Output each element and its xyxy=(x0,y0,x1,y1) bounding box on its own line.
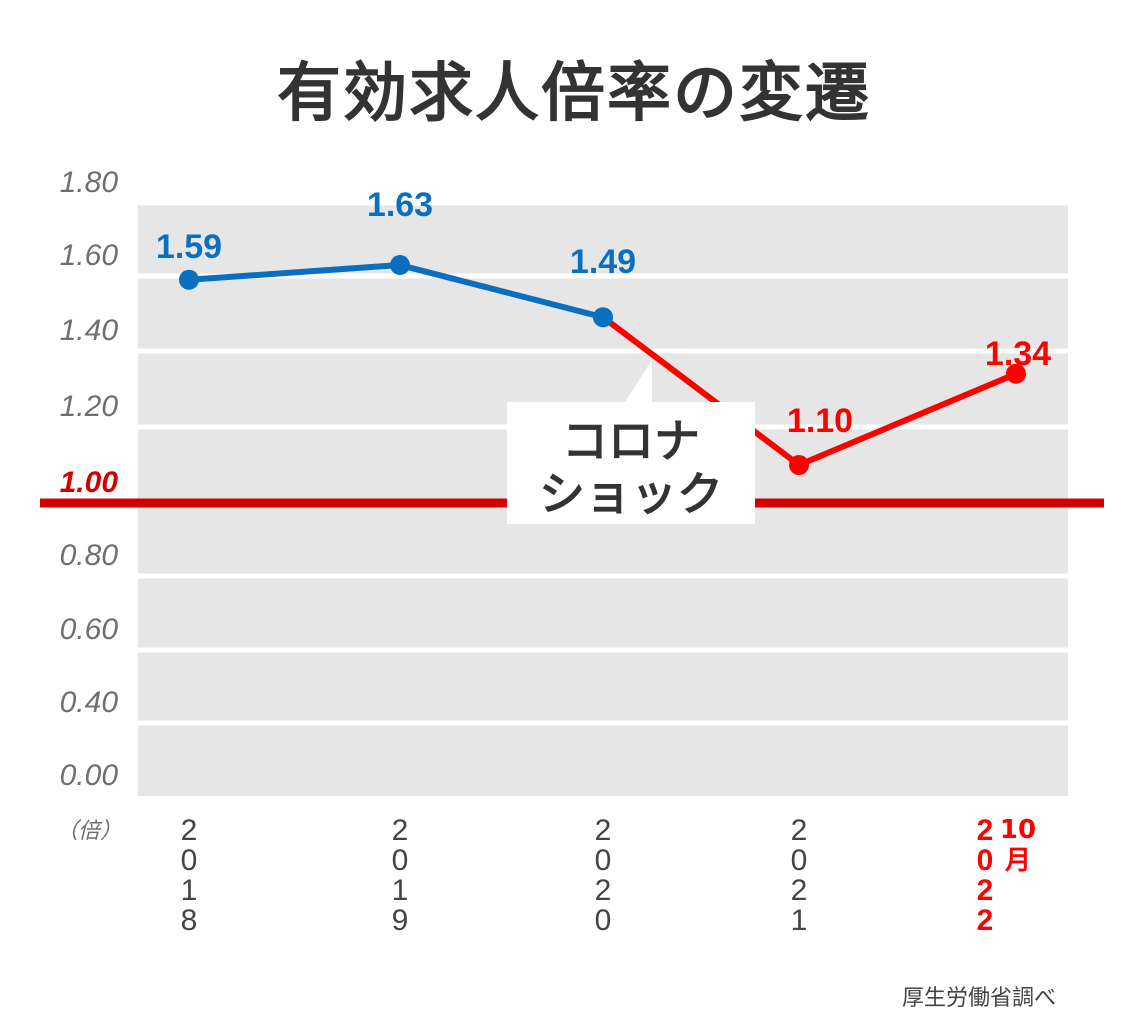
callout-box xyxy=(507,360,755,524)
gridline xyxy=(138,720,1068,726)
x-tick-digit: 0 xyxy=(977,844,994,877)
data-point xyxy=(1006,363,1026,384)
callout-line-2: ショック xyxy=(539,467,723,521)
gridline xyxy=(138,573,1068,579)
y-tick-label: 1.20 xyxy=(60,390,119,423)
data-label: 1.63 xyxy=(367,186,433,224)
data-series: 1.59 1.63 1.49 1.10 1.34 xyxy=(156,186,1051,475)
gridline xyxy=(138,647,1068,653)
x-tick-digit: 2 xyxy=(595,874,612,907)
x-tick-digit: 9 xyxy=(392,904,409,937)
x-tick-digit: 2 xyxy=(595,814,612,847)
x-tick-month-number: 10 xyxy=(1000,815,1036,845)
y-axis-unit: （倍） xyxy=(56,819,122,844)
x-tick-digit: 1 xyxy=(791,904,808,937)
y-tick-label: 1.80 xyxy=(60,166,119,199)
x-tick-digit: 8 xyxy=(181,904,198,937)
data-label: 1.34 xyxy=(985,335,1051,373)
x-tick-digit: 2 xyxy=(977,814,994,847)
source-note: 厚生労働省調べ xyxy=(901,986,1056,1011)
x-tick-digit: 0 xyxy=(595,904,612,937)
y-tick-label: 0.40 xyxy=(60,686,119,719)
gridline xyxy=(138,348,1068,354)
x-tick-digit: 2 xyxy=(392,814,409,847)
y-tick-label: 1.60 xyxy=(60,239,119,272)
data-label: 1.10 xyxy=(787,402,853,440)
y-tick-label: 0.80 xyxy=(60,539,119,572)
y-tick-label: 0.60 xyxy=(60,613,119,646)
x-tick-digit: 1 xyxy=(181,874,198,907)
y-tick-label: 1.00 xyxy=(60,466,119,499)
gridline xyxy=(138,273,1068,279)
data-point xyxy=(593,307,613,328)
data-point xyxy=(390,255,410,276)
x-tick-digit: 1 xyxy=(392,874,409,907)
y-axis-labels: 0.00 0.40 0.60 0.80 1.00 1.20 1.40 1.60 1.80 xyxy=(60,166,119,792)
corona-shock-callout: コロナ ショック xyxy=(507,360,755,524)
x-tick-month-unit: 月 xyxy=(1004,846,1031,876)
gridline xyxy=(138,200,1068,206)
x-tick-digit: 2 xyxy=(977,904,994,937)
x-tick-digit: 0 xyxy=(392,844,409,877)
x-tick-digit: 0 xyxy=(791,844,808,877)
y-tick-label: 0.00 xyxy=(60,759,119,792)
y-tick-label: 1.40 xyxy=(60,314,119,347)
x-tick-digit: 0 xyxy=(595,844,612,877)
x-tick-digit: 2 xyxy=(791,874,808,907)
chart-title: 有効求人倍率の変遷 xyxy=(277,57,871,131)
data-label: 1.49 xyxy=(570,243,636,281)
data-point xyxy=(179,269,199,290)
data-label: 1.59 xyxy=(156,228,222,266)
x-tick-digit: 2 xyxy=(791,814,808,847)
data-point xyxy=(789,455,809,475)
x-tick-digit: 0 xyxy=(181,844,198,877)
callout-line-1: コロナ xyxy=(562,414,700,468)
x-tick-digit: 2 xyxy=(977,874,994,907)
x-tick-digit: 2 xyxy=(181,814,198,847)
